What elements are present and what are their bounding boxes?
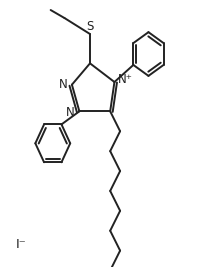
Text: S: S <box>87 20 94 33</box>
Text: N: N <box>66 106 75 119</box>
Text: I⁻: I⁻ <box>16 238 26 251</box>
Text: N: N <box>58 78 67 91</box>
Text: N⁺: N⁺ <box>118 73 133 86</box>
